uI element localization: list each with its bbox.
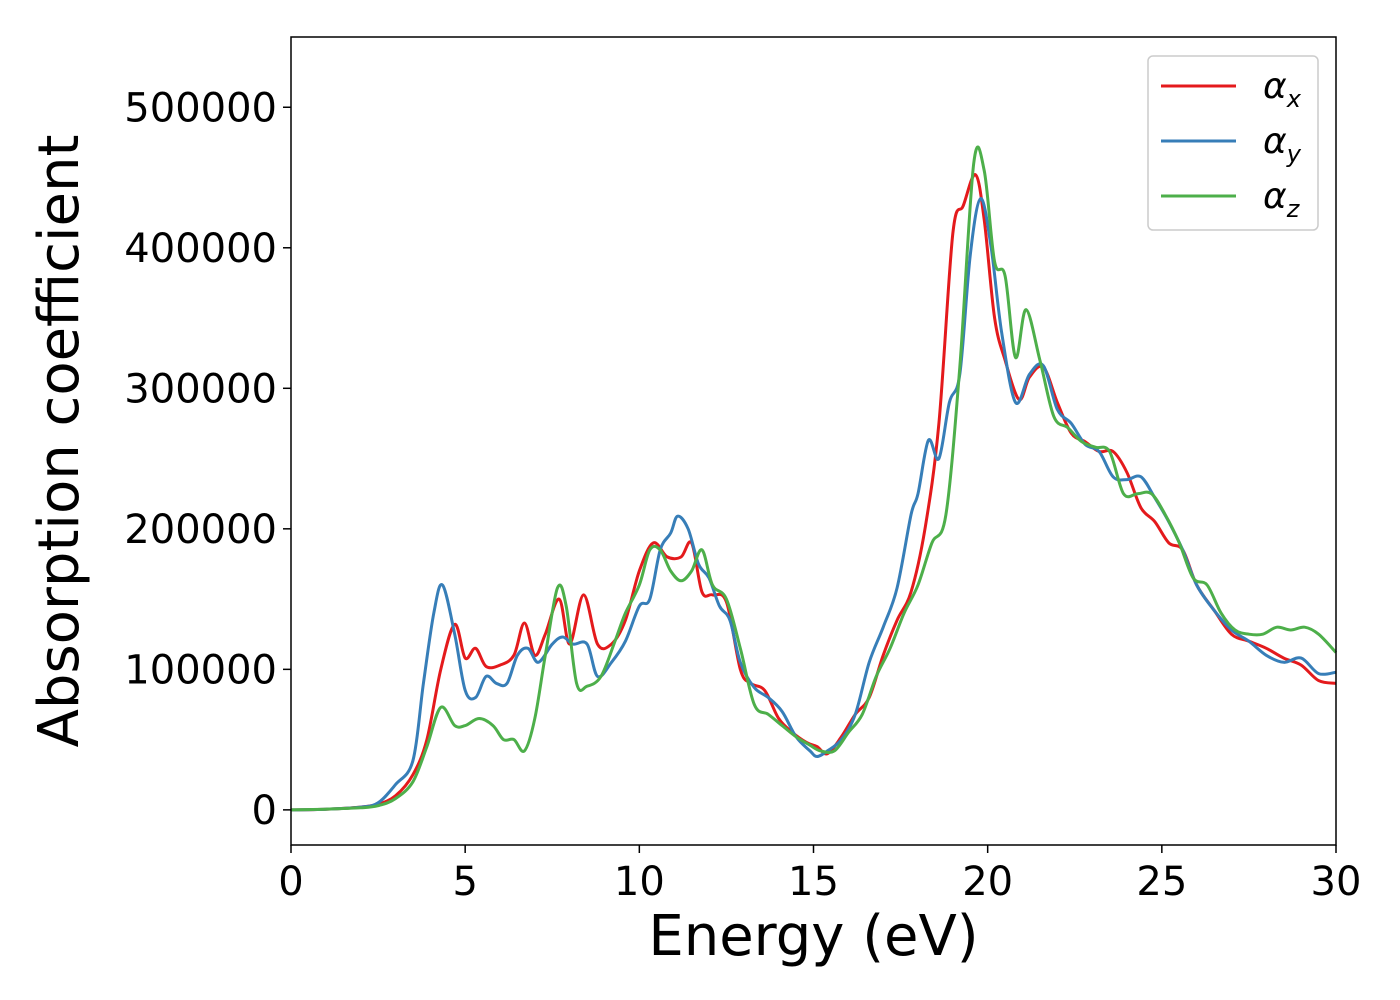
x-tick-label: 5 xyxy=(452,859,477,905)
x-tick-label: 20 xyxy=(962,859,1013,905)
x-tick-label: 10 xyxy=(614,859,665,905)
x-tick-label: 15 xyxy=(788,859,839,905)
legend-label-subscript: y xyxy=(1286,140,1302,168)
x-tick-label: 30 xyxy=(1311,859,1362,905)
legend-label-base: α xyxy=(1263,121,1287,162)
y-tick-label: 100000 xyxy=(124,647,277,693)
legend-label-base: α xyxy=(1263,66,1287,107)
x-axis-title: Energy (eV) xyxy=(648,904,978,969)
legend-label-z: αz xyxy=(1263,176,1301,223)
legend-label-subscript: z xyxy=(1286,195,1301,223)
y-axis: 0 100000 200000 300000 400000 500000 xyxy=(124,85,291,834)
y-tick-label: 300000 xyxy=(124,366,277,412)
x-tick-label: 0 xyxy=(278,859,303,905)
legend-box xyxy=(1147,55,1319,231)
series-line-z xyxy=(290,145,1338,812)
series-line-y xyxy=(290,197,1337,812)
y-tick-label: 500000 xyxy=(124,85,277,131)
y-tick-label: 0 xyxy=(252,788,277,834)
legend-label-y: αy xyxy=(1263,121,1302,168)
y-tick-label: 400000 xyxy=(124,226,277,272)
y-tick-label: 200000 xyxy=(124,507,277,553)
legend-label-x: αx xyxy=(1263,66,1302,113)
legend-label-base: α xyxy=(1263,176,1287,217)
legend-label-subscript: x xyxy=(1286,85,1302,113)
y-axis-title: Absorption coefficient xyxy=(27,135,92,748)
x-tick-label: 25 xyxy=(1136,859,1187,905)
series-layer xyxy=(290,145,1338,812)
x-axis: 0 5 10 15 20 25 30 xyxy=(278,845,1361,905)
